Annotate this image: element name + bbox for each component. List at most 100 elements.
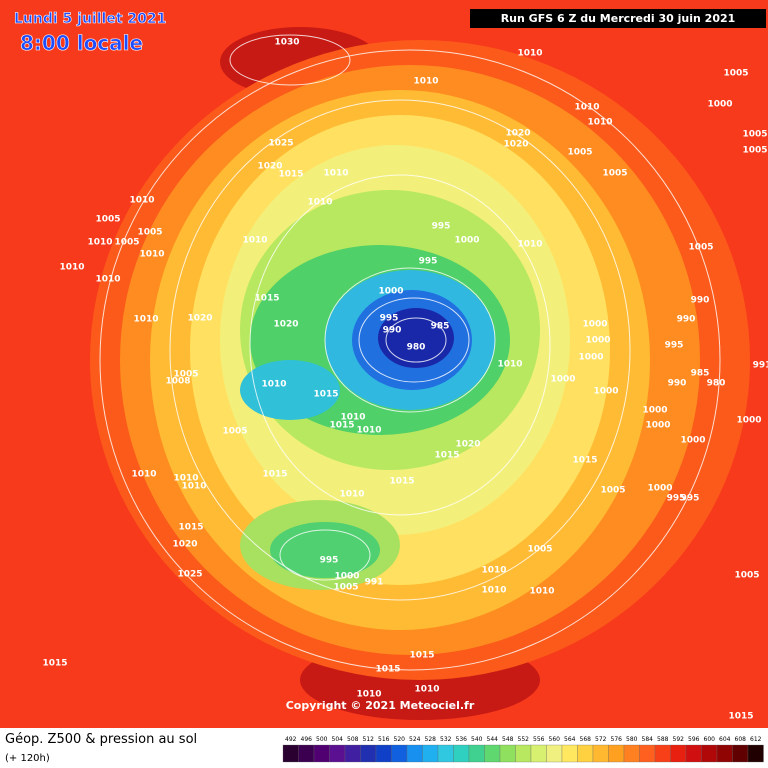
forecast-lead: (+ 120h) xyxy=(5,753,50,764)
pressure-label: 1005 xyxy=(734,571,759,581)
pressure-label: 1010 xyxy=(181,482,206,492)
scale-swatch xyxy=(468,744,485,763)
pressure-label: 1010 xyxy=(242,236,267,246)
legend-title: Géop. Z500 & pression au sol xyxy=(5,732,197,747)
scale-label: 588 xyxy=(657,736,669,743)
pressure-label: 990 xyxy=(677,315,696,325)
scale-label: 512 xyxy=(363,736,375,743)
scale-swatch xyxy=(716,744,733,763)
scale-swatch xyxy=(406,744,423,763)
scale-label: 592 xyxy=(673,736,685,743)
pressure-label: 1015 xyxy=(728,712,753,722)
pressure-label: 985 xyxy=(431,322,450,332)
pressure-label: 1015 xyxy=(278,170,303,180)
scale-label: 496 xyxy=(301,736,313,743)
scale-swatch xyxy=(391,744,408,763)
pressure-label: 1005 xyxy=(567,148,592,158)
date: Lundi 5 juillet 2021 xyxy=(14,11,166,27)
pressure-label: 1015 xyxy=(254,294,279,304)
scale-label: 564 xyxy=(564,736,576,743)
pressure-label: 1010 xyxy=(323,169,348,179)
pressure-label: 1010 xyxy=(307,198,332,208)
pressure-label: 1000 xyxy=(578,353,603,363)
pressure-label: 1000 xyxy=(593,387,618,397)
scale-label: 584 xyxy=(642,736,654,743)
pressure-label: 1005 xyxy=(137,228,162,238)
scale-label: 580 xyxy=(626,736,638,743)
scale-label: 544 xyxy=(487,736,499,743)
pressure-label: 1020 xyxy=(273,320,298,330)
pressure-label: 1010 xyxy=(131,470,156,480)
scale-swatch xyxy=(375,744,392,763)
pressure-label: 1005 xyxy=(742,146,767,156)
pressure-label: 995 xyxy=(667,494,686,504)
scale-label: 504 xyxy=(332,736,344,743)
pressure-label: 1000 xyxy=(736,416,761,426)
scale-swatch xyxy=(453,744,470,763)
scale-label: 528 xyxy=(425,736,437,743)
copyright: Copyright © 2021 Meteociel.fr xyxy=(286,699,475,712)
scale-swatch xyxy=(747,744,764,763)
scale-swatch xyxy=(732,744,749,763)
pressure-label: 1000 xyxy=(582,320,607,330)
scale-swatch xyxy=(608,744,625,763)
pressure-label: 1010 xyxy=(87,238,112,248)
pressure-label: 1030 xyxy=(274,38,299,48)
scale-label: 508 xyxy=(347,736,359,743)
pressure-label: 1005 xyxy=(173,370,198,380)
pressure-label: 1000 xyxy=(642,406,667,416)
pressure-label: 1005 xyxy=(114,238,139,248)
pressure-label: 1005 xyxy=(723,69,748,79)
pressure-label: 1000 xyxy=(334,572,359,582)
pressure-label: 1015 xyxy=(389,477,414,487)
pressure-label: 1025 xyxy=(177,570,202,580)
scale-label: 532 xyxy=(440,736,452,743)
pressure-label: 1010 xyxy=(173,474,198,484)
pressure-label: 980 xyxy=(407,343,426,353)
pressure-label: 991 xyxy=(365,578,384,588)
pressure-label: 1015 xyxy=(409,651,434,661)
scale-label: 560 xyxy=(549,736,561,743)
pressure-label: 1010 xyxy=(133,315,158,325)
time: 8:00 locale xyxy=(20,31,143,55)
scale-swatch xyxy=(437,744,454,763)
pressure-label: 1010 xyxy=(574,103,599,113)
pressure-label: 1020 xyxy=(455,440,480,450)
pressure-label: 1015 xyxy=(375,665,400,675)
pressure-label: 1025 xyxy=(268,139,293,149)
pressure-label: 1000 xyxy=(550,375,575,385)
pressure-label: 1005 xyxy=(602,169,627,179)
pressure-label: 1005 xyxy=(95,215,120,225)
scale-label: 556 xyxy=(533,736,545,743)
scale-swatch xyxy=(592,744,609,763)
scale-label: 596 xyxy=(688,736,700,743)
pressure-label: 1015 xyxy=(434,451,459,461)
legend: Géop. Z500 & pression au sol (+ 120h) 49… xyxy=(5,732,764,764)
pressure-label: 1010 xyxy=(261,380,286,390)
pressure-label: 995 xyxy=(432,222,451,232)
pressure-label: 991 xyxy=(753,361,768,371)
pressure-label: 1015 xyxy=(572,456,597,466)
pressure-label: 1015 xyxy=(42,659,67,669)
scale-swatch xyxy=(422,744,439,763)
scale-swatch xyxy=(282,744,299,763)
pressure-label: 1010 xyxy=(356,426,381,436)
pressure-label: 1010 xyxy=(356,690,381,700)
pressure-label: 1010 xyxy=(413,77,438,87)
scale-label: 612 xyxy=(750,736,762,743)
pressure-label: 1010 xyxy=(529,587,554,597)
pressure-label: 1010 xyxy=(59,263,84,273)
scale-label: 536 xyxy=(456,736,468,743)
pressure-label: 1000 xyxy=(378,287,403,297)
pressure-label: 1020 xyxy=(257,162,282,172)
scale-label: 576 xyxy=(611,736,623,743)
pressure-label: 1015 xyxy=(329,421,354,431)
pressure-label: 985 xyxy=(691,369,710,379)
scale-label: 552 xyxy=(518,736,530,743)
scale-label: 500 xyxy=(316,736,328,743)
pressure-label: 1000 xyxy=(647,484,672,494)
scale-swatch xyxy=(515,744,532,763)
map: Run GFS 6 Z du Mercredi 30 juin 2021 Lun… xyxy=(0,0,768,728)
scale-swatch xyxy=(685,744,702,763)
scale-swatch xyxy=(499,744,516,763)
